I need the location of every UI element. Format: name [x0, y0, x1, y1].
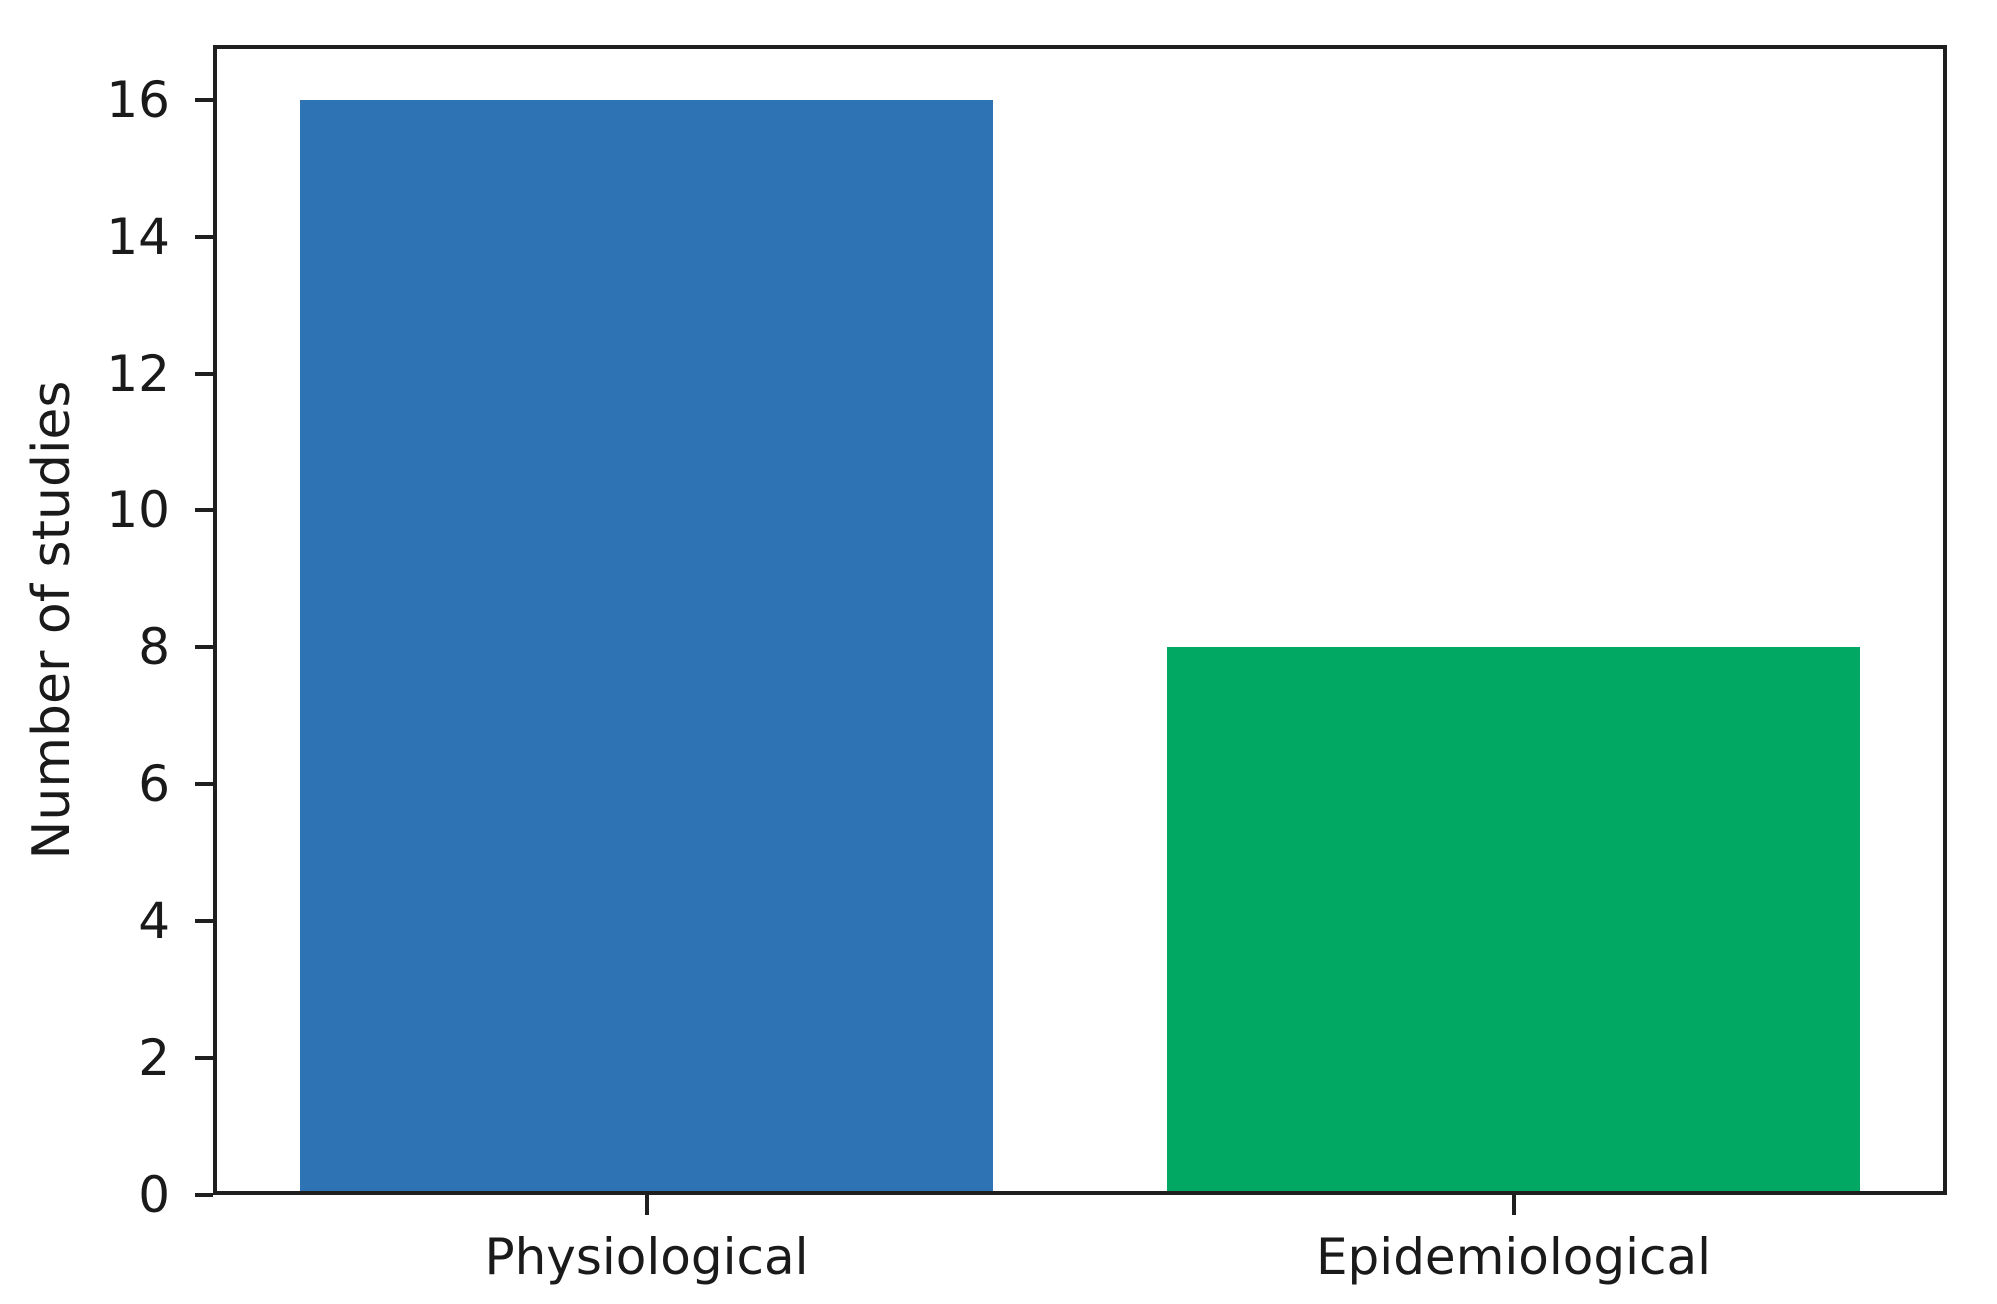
y-tick-label: 4 [138, 892, 170, 951]
bar-epidemiological [1166, 647, 1861, 1195]
y-tick-mark [195, 782, 213, 787]
y-tick-label: 2 [138, 1029, 170, 1088]
y-tick-mark [195, 1193, 213, 1197]
x-tick-mark [644, 1195, 649, 1215]
y-tick-mark [195, 645, 213, 650]
y-tick-label: 10 [106, 481, 170, 540]
y-tick-mark [195, 97, 213, 102]
y-tick-mark [195, 508, 213, 513]
bar-physiological [299, 99, 994, 1195]
y-axis-title: Number of studies [22, 380, 82, 860]
y-tick-label: 16 [106, 70, 170, 129]
y-tick-label: 12 [106, 344, 170, 403]
y-tick-label: 8 [138, 618, 170, 677]
y-tick-mark [195, 1056, 213, 1061]
y-tick-label: 0 [138, 1166, 170, 1224]
y-tick-label: 14 [106, 207, 170, 266]
y-tick-label: 6 [138, 755, 170, 814]
x-tick-label: Physiological [484, 1228, 809, 1286]
y-tick-mark [195, 371, 213, 376]
x-tick-label: Epidemiological [1315, 1228, 1712, 1286]
y-tick-mark [195, 234, 213, 239]
x-tick-mark [1511, 1195, 1516, 1215]
y-tick-mark [195, 919, 213, 924]
